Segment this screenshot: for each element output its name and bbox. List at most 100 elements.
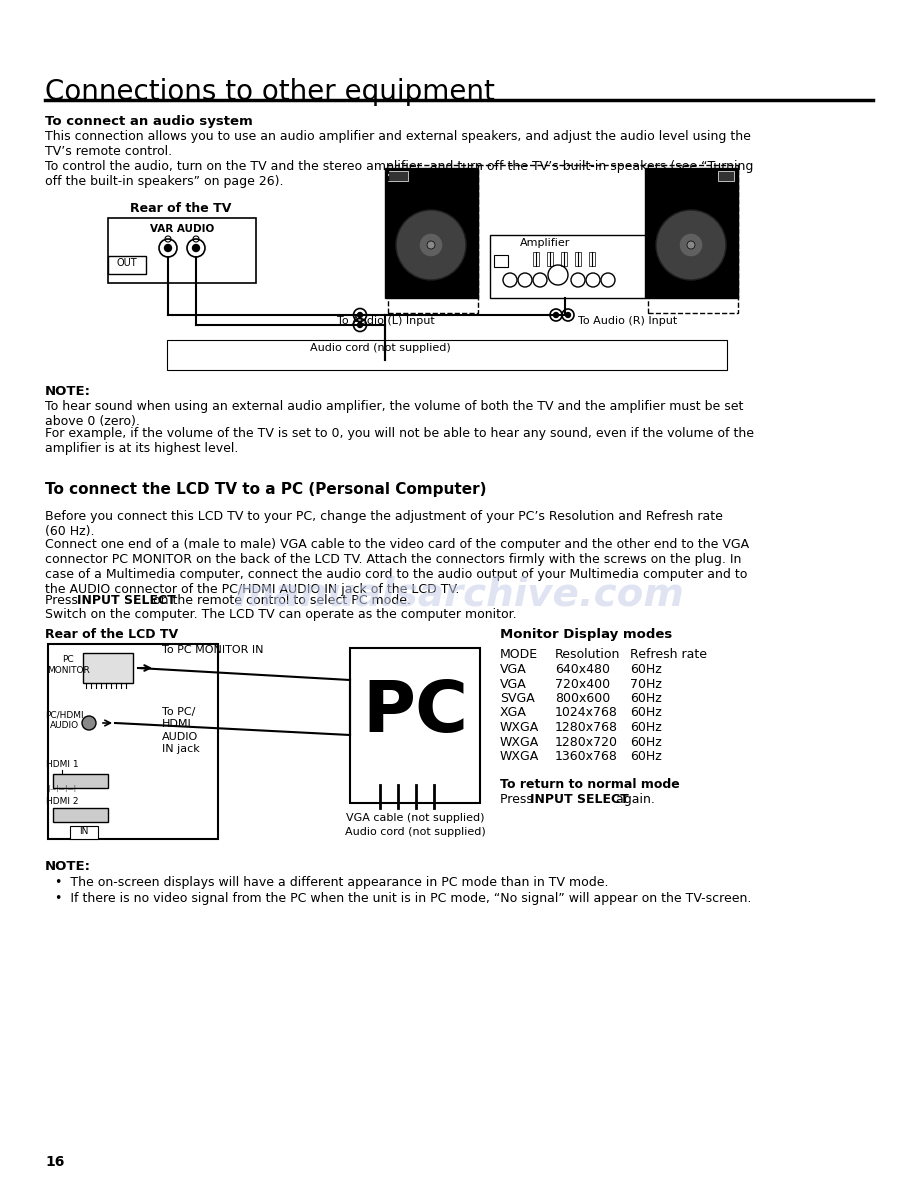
- Text: PC/HDMI
AUDIO: PC/HDMI AUDIO: [45, 710, 84, 731]
- Text: To Audio (R) Input: To Audio (R) Input: [578, 316, 677, 326]
- Bar: [108, 255, 146, 274]
- Bar: [718, 171, 734, 181]
- Text: Press: Press: [45, 594, 82, 607]
- Bar: [547, 252, 553, 266]
- Text: VAR AUDIO: VAR AUDIO: [150, 225, 214, 234]
- Text: 1280x720: 1280x720: [555, 735, 618, 748]
- Text: XGA: XGA: [500, 707, 527, 720]
- Circle shape: [396, 210, 466, 280]
- Text: To control the audio, turn on the TV and the stereo amplifier, and turn off the : To control the audio, turn on the TV and…: [45, 160, 754, 188]
- Bar: [490, 235, 645, 298]
- Circle shape: [82, 716, 96, 729]
- Text: 1360x768: 1360x768: [555, 750, 618, 763]
- Bar: [645, 168, 738, 298]
- Text: 800x600: 800x600: [555, 691, 610, 704]
- Text: This connection allows you to use an audio amplifier and external speakers, and : This connection allows you to use an aud…: [45, 129, 751, 158]
- Text: To return to normal mode: To return to normal mode: [500, 778, 679, 791]
- Text: 60Hz: 60Hz: [630, 735, 662, 748]
- Text: WXGA: WXGA: [500, 735, 539, 748]
- Text: INPUT SELECT: INPUT SELECT: [530, 794, 629, 805]
- Bar: [385, 168, 478, 298]
- Text: SVGA: SVGA: [500, 691, 535, 704]
- Text: Amplifier: Amplifier: [520, 238, 570, 248]
- Bar: [48, 644, 218, 839]
- Text: For example, if the volume of the TV is set to 0, you will not be able to hear a: For example, if the volume of the TV is …: [45, 426, 754, 455]
- Text: Audio cord (not supplied): Audio cord (not supplied): [310, 343, 451, 353]
- Text: VGA: VGA: [500, 663, 527, 676]
- Text: Before you connect this LCD TV to your PC, change the adjustment of your PC’s Re: Before you connect this LCD TV to your P…: [45, 510, 722, 538]
- Text: 60Hz: 60Hz: [630, 707, 662, 720]
- Circle shape: [554, 312, 558, 317]
- Text: 70Hz: 70Hz: [630, 677, 662, 690]
- Text: MODE: MODE: [500, 647, 538, 661]
- Circle shape: [427, 241, 435, 249]
- Text: again.: again.: [612, 794, 655, 805]
- Circle shape: [193, 245, 199, 252]
- Text: NOTE:: NOTE:: [45, 860, 91, 873]
- Text: 60Hz: 60Hz: [630, 663, 662, 676]
- Bar: [83, 653, 133, 683]
- Text: Rear of the TV: Rear of the TV: [130, 202, 231, 215]
- Text: INPUT SELECT: INPUT SELECT: [77, 594, 175, 607]
- Text: WXGA: WXGA: [500, 721, 539, 734]
- Text: 60Hz: 60Hz: [630, 691, 662, 704]
- Text: Resolution: Resolution: [555, 647, 621, 661]
- Bar: [494, 255, 508, 267]
- Circle shape: [357, 312, 363, 317]
- Text: VGA: VGA: [500, 677, 527, 690]
- Text: Monitor Display modes: Monitor Display modes: [500, 628, 672, 642]
- Text: HDMI 1: HDMI 1: [46, 760, 78, 769]
- Bar: [70, 826, 98, 839]
- Circle shape: [687, 241, 695, 249]
- Text: PC: PC: [362, 678, 468, 747]
- Text: To connect the LCD TV to a PC (Personal Computer): To connect the LCD TV to a PC (Personal …: [45, 482, 487, 497]
- Text: 1280x768: 1280x768: [555, 721, 618, 734]
- Bar: [350, 647, 480, 803]
- Text: 60Hz: 60Hz: [630, 721, 662, 734]
- Text: Audio cord (not supplied): Audio cord (not supplied): [344, 827, 486, 838]
- Text: •  The on-screen displays will have a different appearance in PC mode than in TV: • The on-screen displays will have a dif…: [55, 876, 609, 889]
- Bar: [575, 252, 581, 266]
- Circle shape: [164, 245, 172, 252]
- Text: 60Hz: 60Hz: [630, 750, 662, 763]
- Text: VGA cable (not supplied): VGA cable (not supplied): [346, 813, 485, 823]
- Circle shape: [679, 233, 703, 257]
- Text: 720x400: 720x400: [555, 677, 610, 690]
- Bar: [388, 165, 478, 312]
- Text: manualsarchive.com: manualsarchive.com: [233, 575, 685, 613]
- Text: Rear of the LCD TV: Rear of the LCD TV: [45, 628, 178, 642]
- Circle shape: [419, 233, 443, 257]
- Text: To hear sound when using an external audio amplifier, the volume of both the TV : To hear sound when using an external aud…: [45, 400, 744, 428]
- Bar: [108, 219, 256, 283]
- Circle shape: [565, 312, 570, 317]
- Text: To PC MONITOR IN: To PC MONITOR IN: [162, 645, 263, 655]
- Text: Press: Press: [500, 794, 537, 805]
- Text: To Audio (L) Input: To Audio (L) Input: [337, 316, 435, 326]
- Text: PC
MONITOR: PC MONITOR: [47, 655, 89, 675]
- Text: NOTE:: NOTE:: [45, 385, 91, 398]
- Text: │―│―│―│: │―│―│―│: [47, 785, 77, 792]
- Text: HDMI 2: HDMI 2: [46, 797, 78, 805]
- Text: WXGA: WXGA: [500, 750, 539, 763]
- Text: OUT: OUT: [117, 258, 138, 268]
- Bar: [533, 252, 539, 266]
- Text: Refresh rate: Refresh rate: [630, 647, 707, 661]
- Circle shape: [357, 322, 363, 328]
- Text: 16: 16: [45, 1155, 64, 1169]
- Text: To connect an audio system: To connect an audio system: [45, 115, 252, 128]
- Text: •  If there is no video signal from the PC when the unit is in PC mode, “No sign: • If there is no video signal from the P…: [55, 892, 751, 905]
- Text: Switch on the computer. The LCD TV can operate as the computer monitor.: Switch on the computer. The LCD TV can o…: [45, 608, 517, 621]
- Bar: [167, 340, 727, 369]
- Bar: [561, 252, 567, 266]
- Text: on the remote control to select PC mode.: on the remote control to select PC mode.: [149, 594, 411, 607]
- Text: 640x480: 640x480: [555, 663, 610, 676]
- Text: To PC/
HDMI
AUDIO
IN jack: To PC/ HDMI AUDIO IN jack: [162, 707, 200, 754]
- Circle shape: [656, 210, 726, 280]
- Bar: [648, 165, 738, 312]
- Bar: [53, 808, 108, 822]
- Text: Connect one end of a (male to male) VGA cable to the video card of the computer : Connect one end of a (male to male) VGA …: [45, 538, 749, 596]
- Bar: [388, 171, 408, 181]
- Text: IN: IN: [79, 827, 89, 836]
- Text: 1024x768: 1024x768: [555, 707, 618, 720]
- Bar: [589, 252, 595, 266]
